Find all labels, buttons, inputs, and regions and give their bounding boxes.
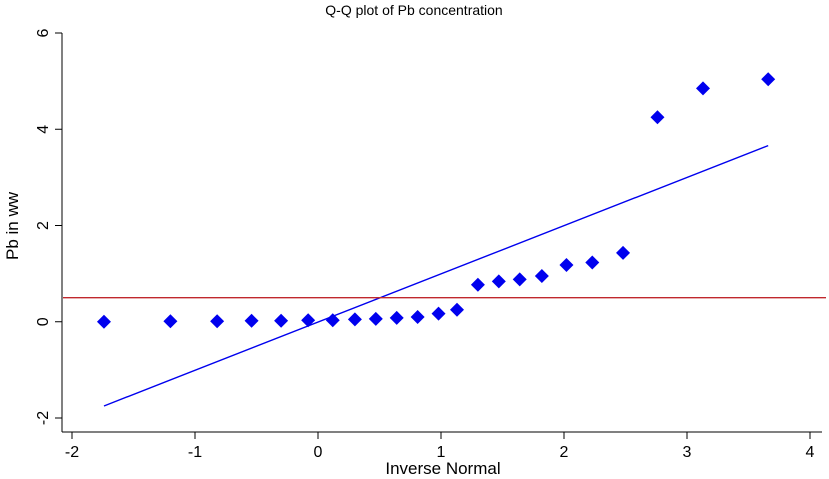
y-tick-label: 0	[35, 317, 52, 326]
x-tick-label: 3	[683, 444, 692, 461]
data-point	[301, 313, 316, 328]
x-tick-label: -1	[188, 444, 202, 461]
data-point	[512, 272, 527, 287]
data-point	[244, 313, 259, 328]
x-tick-label: 0	[314, 444, 323, 461]
y-tick-label: 4	[35, 125, 52, 134]
y-axis-ticks: -2 0 2 4 6	[35, 28, 62, 425]
data-point	[389, 310, 404, 325]
x-tick-label: 1	[437, 444, 446, 461]
x-tick-label: 4	[806, 444, 815, 461]
data-point	[761, 72, 776, 87]
reference-lines	[63, 144, 826, 407]
data-point	[325, 313, 340, 328]
y-tick-label: -2	[35, 411, 52, 425]
data-point	[449, 302, 464, 317]
data-point	[534, 269, 549, 284]
y-tick-label: 6	[35, 28, 52, 37]
data-point	[410, 309, 425, 324]
data-point	[650, 110, 665, 125]
data-point	[616, 245, 631, 260]
x-tick-label: -2	[65, 444, 79, 461]
data-point	[431, 306, 446, 321]
data-point	[210, 314, 225, 329]
fitted-normal-line	[103, 144, 769, 407]
x-axis-ticks: -2 -1 0 1 2 3 4	[65, 432, 815, 461]
y-axis-title: Pb in ww	[3, 191, 22, 260]
data-points	[96, 72, 776, 329]
data-point	[695, 81, 710, 96]
y-tick-label: 2	[35, 221, 52, 230]
x-tick-label: 2	[560, 444, 569, 461]
data-point	[470, 277, 485, 292]
x-axis-title: Inverse Normal	[385, 459, 500, 478]
data-point	[274, 313, 289, 328]
chart-title: Q-Q plot of Pb concentration	[325, 2, 502, 18]
data-point	[96, 314, 111, 329]
data-point	[368, 311, 383, 326]
data-point	[491, 274, 506, 289]
data-point	[559, 257, 574, 272]
data-point	[163, 314, 178, 329]
data-point	[585, 255, 600, 270]
data-point	[347, 312, 362, 327]
